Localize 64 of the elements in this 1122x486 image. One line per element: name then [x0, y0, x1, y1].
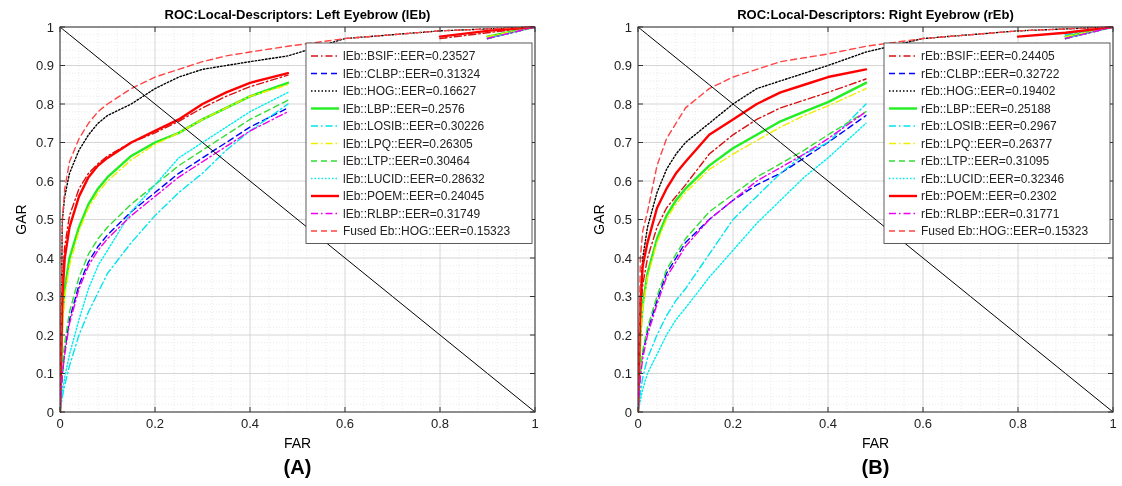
text: (A): [283, 456, 312, 478]
legend-label: rEb::LOSIB::EER=0.2967: [921, 119, 1058, 134]
y-tick-label: 0.9: [613, 58, 632, 74]
y-tick-label: 0.4: [613, 250, 632, 266]
x-tick-label: 0.8: [1008, 416, 1028, 431]
legend-label: Fused Eb::HOG::EER=0.15323: [921, 224, 1089, 239]
x-tick-label: 1: [1109, 416, 1117, 431]
legend-label: lEb::POEM::EER=0.24045: [343, 189, 485, 204]
legend-label: rEb::POEM::EER=0.2302: [921, 189, 1058, 204]
y-tick-label: 0.6: [35, 173, 54, 189]
legend-label: rEb::RLBP::EER=0.31771: [921, 206, 1060, 221]
legend-label: rEb::LUCID::EER=0.32346: [921, 171, 1065, 186]
chart-title: ROC:Local-Descriptors: Left Eyebrow (lEb): [164, 7, 431, 22]
chart-title: ROC:Local-Descriptors: Right Eyebrow (rEb): [737, 7, 1014, 22]
y-axis-title: GAR: [13, 204, 29, 235]
text: (B): [861, 456, 890, 478]
legend-label: lEb::HOG::EER=0.16627: [343, 84, 477, 99]
legend-label: rEb::BSIF::EER=0.24405: [921, 49, 1056, 64]
x-tick-label: 0.4: [240, 416, 260, 431]
x-tick-label: 0.2: [723, 416, 743, 431]
y-tick-label: 0.8: [35, 96, 54, 112]
y-tick-label: 0.7: [613, 135, 632, 151]
legend-label: lEb::LUCID::EER=0.28632: [343, 171, 486, 186]
x-tick-label: 0.6: [913, 416, 933, 431]
y-axis-title: GAR: [591, 204, 607, 235]
x-tick-label: 0.4: [818, 416, 838, 431]
y-tick-label: 0: [624, 404, 632, 420]
x-tick-label: 0.8: [430, 416, 450, 431]
y-tick-label: 1: [46, 19, 54, 35]
legend-label: lEb::RLBP::EER=0.31749: [343, 206, 481, 221]
y-tick-label: 0.8: [613, 96, 632, 112]
legend-label: lEb::BSIF::EER=0.23527: [343, 49, 476, 64]
y-tick-label: 0.2: [613, 327, 632, 343]
legend-label: lEb::LBP::EER=0.2576: [343, 101, 466, 116]
y-tick-label: 0.6: [613, 173, 632, 189]
legend-label: lEb::CLBP::EER=0.31324: [343, 66, 481, 81]
y-tick-label: 0.4: [35, 250, 54, 266]
legend-label: lEb::LOSIB::EER=0.30226: [343, 119, 485, 134]
y-tick-label: 0.3: [35, 289, 54, 305]
x-axis-title: FAR: [861, 435, 890, 451]
y-tick-label: 0.7: [35, 135, 54, 151]
y-tick-label: 0: [46, 404, 54, 420]
legend-label: rEb::HOG::EER=0.19402: [921, 84, 1056, 99]
legend-label: Fused Eb::HOG::EER=0.15323: [343, 224, 511, 239]
legend-label: lEb::LTP::EER=0.30464: [343, 154, 471, 169]
x-axis-title: FAR: [283, 435, 312, 451]
legend-label: rEb::LPQ::EER=0.26377: [921, 136, 1053, 151]
y-tick-label: 0.1: [35, 366, 54, 382]
x-tick-label: 0: [56, 416, 64, 431]
legend-label: rEb::CLBP::EER=0.32722: [921, 66, 1060, 81]
x-tick-label: 0.2: [145, 416, 165, 431]
y-tick-label: 0.5: [35, 212, 54, 228]
y-tick-label: 0.1: [613, 366, 632, 382]
y-tick-label: 1: [624, 19, 632, 35]
legend-label: rEb::LTP::EER=0.31095: [921, 154, 1050, 169]
x-tick-label: 0: [634, 416, 642, 431]
x-tick-label: 0.6: [335, 416, 355, 431]
y-tick-label: 0.9: [35, 58, 54, 74]
y-tick-label: 0.5: [613, 212, 632, 228]
x-tick-label: 1: [531, 416, 539, 431]
y-tick-label: 0.3: [613, 289, 632, 305]
y-tick-label: 0.2: [35, 327, 54, 343]
legend-label: lEb::LPQ::EER=0.26305: [343, 136, 474, 151]
legend-label: rEb::LBP::EER=0.25188: [921, 101, 1052, 116]
